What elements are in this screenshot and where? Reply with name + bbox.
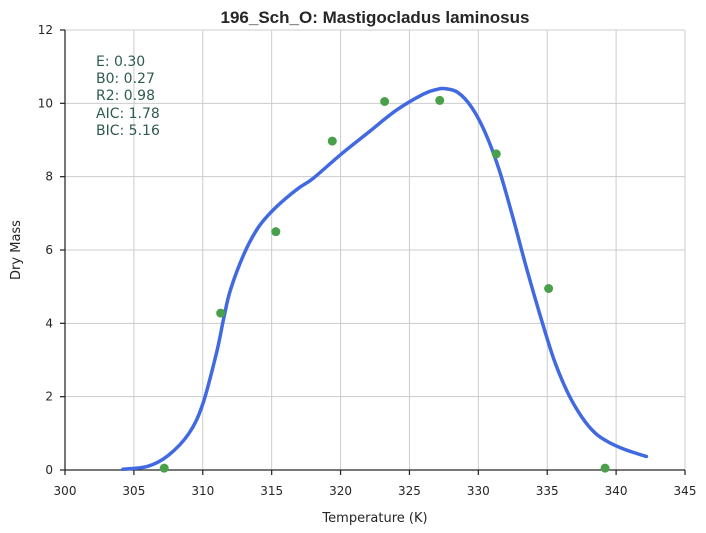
data-point — [159, 463, 169, 473]
x-tick-label: 305 — [122, 484, 145, 498]
data-points-layer — [159, 95, 610, 473]
x-tick-label: 335 — [536, 484, 559, 498]
fit-curve-line — [121, 86, 649, 472]
x-tick-label: 310 — [191, 484, 214, 498]
fit-curve-layer — [121, 86, 649, 472]
stat-aic: AIC: 1.78 — [96, 106, 160, 122]
stat-e: E: 0.30 — [96, 54, 145, 70]
x-tick-label: 325 — [398, 484, 421, 498]
data-point — [216, 308, 226, 318]
y-tick-label: 2 — [45, 390, 53, 404]
data-point — [271, 227, 281, 237]
x-tick-label: 320 — [329, 484, 352, 498]
y-axis-label: Dry Mass — [9, 220, 24, 280]
x-tick-label: 345 — [674, 484, 697, 498]
data-point — [600, 463, 610, 473]
chart-title: 196_Sch_O: Mastigocladus laminosus — [221, 8, 530, 27]
stat-bic: BIC: 5.16 — [96, 123, 160, 139]
data-point — [435, 95, 445, 105]
x-tick-label: 315 — [260, 484, 283, 498]
stat-r2: R2: 0.98 — [96, 88, 155, 104]
stat-b0: B0: 0.27 — [96, 71, 155, 87]
y-tick-label: 0 — [45, 463, 53, 477]
y-tick-label: 6 — [45, 243, 53, 257]
x-axis-label: Temperature (K) — [321, 511, 427, 526]
grid — [65, 29, 686, 470]
x-tick-label: 300 — [54, 484, 77, 498]
data-point — [544, 284, 554, 293]
y-tick-label: 4 — [45, 316, 53, 330]
data-point — [491, 149, 501, 159]
fit-statistics: E: 0.30 B0: 0.27 R2: 0.98 AIC: 1.78 BIC:… — [96, 54, 160, 139]
data-point — [327, 136, 337, 146]
x-tick-label: 340 — [605, 484, 628, 498]
data-point — [380, 97, 390, 106]
y-tick-label: 10 — [38, 96, 53, 110]
x-tick-label: 330 — [467, 484, 490, 498]
y-tick-label: 12 — [38, 23, 53, 37]
axes: 300 305 310 315 320 325 330 335 340 345 0 2 4 6 8 10 12 — [38, 23, 697, 498]
y-tick-label: 8 — [45, 170, 53, 184]
